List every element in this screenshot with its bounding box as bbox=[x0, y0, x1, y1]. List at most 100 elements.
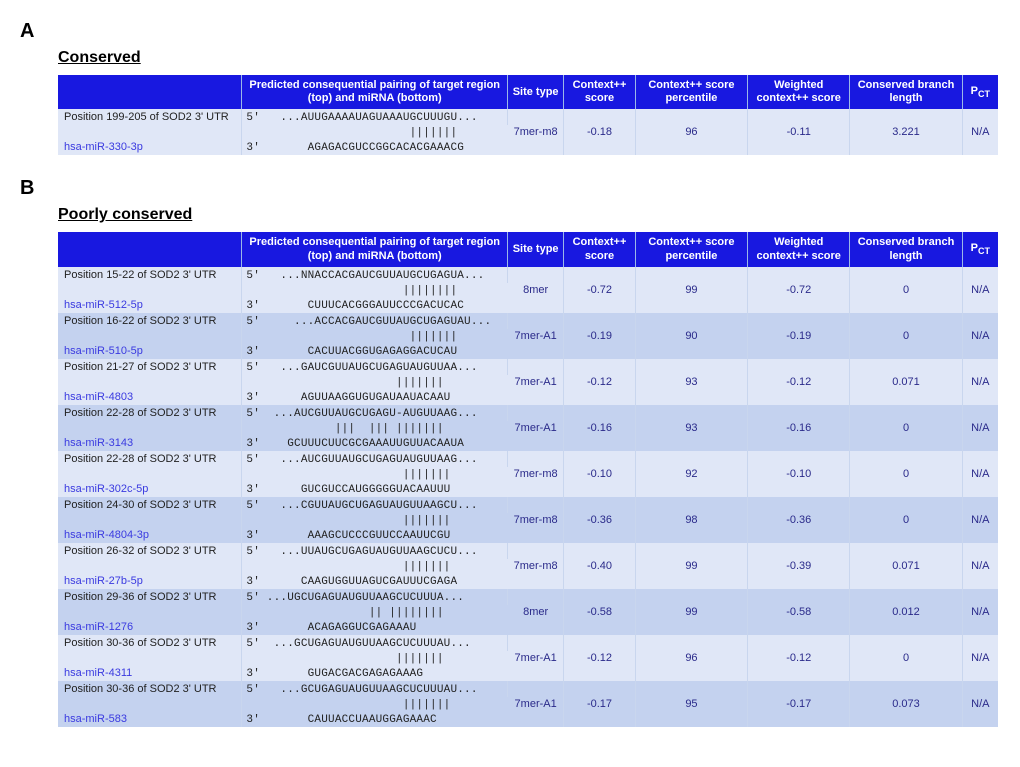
seq-bottom: 3' AAAGCUCCCGUUCCAAUUCGU bbox=[242, 527, 508, 543]
pct-cell: N/A bbox=[962, 313, 998, 359]
position-cell: Position 24-30 of SOD2 3' UTR bbox=[58, 497, 242, 513]
site-type-cell: 7mer-m8 bbox=[508, 451, 564, 497]
site-type-cell: 7mer-m8 bbox=[508, 497, 564, 543]
ctx-pct-cell: 93 bbox=[635, 405, 747, 451]
ctx-score-cell: -0.72 bbox=[564, 267, 636, 313]
ctx-pct-cell: 96 bbox=[635, 635, 747, 681]
pct-cell: N/A bbox=[962, 681, 998, 727]
ctx-pct-cell: 92 bbox=[635, 451, 747, 497]
mirna-cell[interactable]: hsa-miR-330-3p bbox=[58, 139, 242, 155]
weighted-cell: -0.39 bbox=[748, 543, 850, 589]
seq-top: 5' ...GCUGAGUAUGUUAAGCUCUUUAU... bbox=[242, 681, 508, 697]
mirna-cell[interactable]: hsa-miR-512-5p bbox=[58, 297, 242, 313]
seq-bottom: 3' ACAGAGGUCGAGAAAU bbox=[242, 619, 508, 635]
blank-cell bbox=[58, 697, 242, 711]
mirna-cell[interactable]: hsa-miR-583 bbox=[58, 711, 242, 727]
ctx-score-cell: -0.17 bbox=[564, 681, 636, 727]
site-type-cell: 7mer-m8 bbox=[508, 543, 564, 589]
pct-cell: N/A bbox=[962, 109, 998, 155]
seq-top: 5' ...AUCGUUAUGCUGAGU-AUGUUAAG... bbox=[242, 405, 508, 421]
position-cell: Position 16-22 of SOD2 3' UTR bbox=[58, 313, 242, 329]
seq-bottom: 3' CAAGUGGUUAGUCGAUUUCGAGA bbox=[242, 573, 508, 589]
position-cell: Position 21-27 of SOD2 3' UTR bbox=[58, 359, 242, 375]
ctx-pct-cell: 99 bbox=[635, 543, 747, 589]
seq-bottom: 3' CUUUCACGGGAUUCCCGACUCAC bbox=[242, 297, 508, 313]
ctx-pct-cell: 90 bbox=[635, 313, 747, 359]
position-cell: Position 15-22 of SOD2 3' UTR bbox=[58, 267, 242, 283]
blank-cell bbox=[58, 605, 242, 619]
seq-top: 5' ...GAUCGUUAUGCUGAGUAUGUUAA... bbox=[242, 359, 508, 375]
branch-cell: 0 bbox=[850, 267, 962, 313]
branch-cell: 0 bbox=[850, 497, 962, 543]
poorly-table: Predicted consequential pairing of targe… bbox=[58, 232, 998, 726]
seq-match: ||| ||| ||||||| bbox=[242, 421, 508, 435]
seq-match: ||||||| bbox=[242, 375, 508, 389]
seq-match: ||||||| bbox=[242, 329, 508, 343]
seq-match: |||||||| bbox=[242, 283, 508, 297]
th-pct: Context++ score percentile bbox=[635, 232, 747, 266]
mirna-cell[interactable]: hsa-miR-27b-5p bbox=[58, 573, 242, 589]
seq-top: 5' ...UGCUGAGUAUGUUAAGCUCUUUA... bbox=[242, 589, 508, 605]
pct-cell: N/A bbox=[962, 635, 998, 681]
mirna-link: hsa-miR-4803 bbox=[64, 391, 133, 403]
mirna-cell[interactable]: hsa-miR-1276 bbox=[58, 619, 242, 635]
section-title-poorly: Poorly conserved bbox=[58, 206, 1000, 224]
seq-bottom: 3' GCUUUCUUCGCGAAAUUGUUACAAUA bbox=[242, 435, 508, 451]
th-pct: Context++ score percentile bbox=[635, 75, 747, 109]
pct-cell: N/A bbox=[962, 451, 998, 497]
mirna-cell[interactable]: hsa-miR-4803 bbox=[58, 389, 242, 405]
mirna-link: hsa-miR-27b-5p bbox=[64, 575, 143, 587]
weighted-cell: -0.19 bbox=[748, 313, 850, 359]
seq-match: || |||||||| bbox=[242, 605, 508, 619]
ctx-pct-cell: 93 bbox=[635, 359, 747, 405]
ctx-pct-cell: 99 bbox=[635, 589, 747, 635]
ctx-score-cell: -0.10 bbox=[564, 451, 636, 497]
seq-bottom: 3' CACUUACGGUGAGAGGACUCAU bbox=[242, 343, 508, 359]
blank-cell bbox=[58, 329, 242, 343]
blank-cell bbox=[58, 125, 242, 139]
branch-cell: 0.071 bbox=[850, 359, 962, 405]
pct-cell: N/A bbox=[962, 359, 998, 405]
ctx-score-cell: -0.58 bbox=[564, 589, 636, 635]
seq-bottom: 3' AGAGACGUCCGGCACACGAAACG bbox=[242, 139, 508, 155]
position-cell: Position 22-28 of SOD2 3' UTR bbox=[58, 405, 242, 421]
th-pctct: PCT bbox=[962, 75, 998, 109]
mirna-cell[interactable]: hsa-miR-4804-3p bbox=[58, 527, 242, 543]
mirna-cell[interactable]: hsa-miR-302c-5p bbox=[58, 481, 242, 497]
ctx-score-cell: -0.40 bbox=[564, 543, 636, 589]
position-cell: Position 29-36 of SOD2 3' UTR bbox=[58, 589, 242, 605]
panel-label-b: B bbox=[20, 177, 1000, 200]
th-site: Site type bbox=[508, 75, 564, 109]
blank-cell bbox=[58, 559, 242, 573]
site-type-cell: 7mer-A1 bbox=[508, 405, 564, 451]
weighted-cell: -0.36 bbox=[748, 497, 850, 543]
seq-top: 5' ...NNACCACGAUCGUUAUGCUGAGUA... bbox=[242, 267, 508, 283]
th-wt: Weighted context++ score bbox=[748, 75, 850, 109]
branch-cell: 0 bbox=[850, 405, 962, 451]
th-empty bbox=[58, 232, 242, 266]
ctx-score-cell: -0.36 bbox=[564, 497, 636, 543]
seq-top: 5' ...ACCACGAUCGUUAUGCUGAGUAU... bbox=[242, 313, 508, 329]
mirna-cell[interactable]: hsa-miR-510-5p bbox=[58, 343, 242, 359]
mirna-cell[interactable]: hsa-miR-4311 bbox=[58, 665, 242, 681]
seq-top: 5' ...AUCGUUAUGCUGAGUAUGUUAAG... bbox=[242, 451, 508, 467]
th-pctct: PCT bbox=[962, 232, 998, 266]
site-type-cell: 7mer-m8 bbox=[508, 109, 564, 155]
panel-label-a: A bbox=[20, 20, 1000, 43]
th-pairing: Predicted consequential pairing of targe… bbox=[242, 75, 508, 109]
blank-cell bbox=[58, 375, 242, 389]
site-type-cell: 7mer-A1 bbox=[508, 313, 564, 359]
mirna-cell[interactable]: hsa-miR-3143 bbox=[58, 435, 242, 451]
blank-cell bbox=[58, 513, 242, 527]
blank-cell bbox=[58, 283, 242, 297]
seq-match: ||||||| bbox=[242, 651, 508, 665]
conserved-table-wrap: Predicted consequential pairing of targe… bbox=[58, 75, 1000, 155]
ctx-pct-cell: 99 bbox=[635, 267, 747, 313]
th-wt: Weighted context++ score bbox=[748, 232, 850, 266]
blank-cell bbox=[58, 421, 242, 435]
position-cell: Position 199-205 of SOD2 3' UTR bbox=[58, 109, 242, 125]
ctx-score-cell: -0.12 bbox=[564, 635, 636, 681]
th-empty bbox=[58, 75, 242, 109]
mirna-link: hsa-miR-583 bbox=[64, 713, 127, 725]
section-title-conserved: Conserved bbox=[58, 49, 1000, 67]
